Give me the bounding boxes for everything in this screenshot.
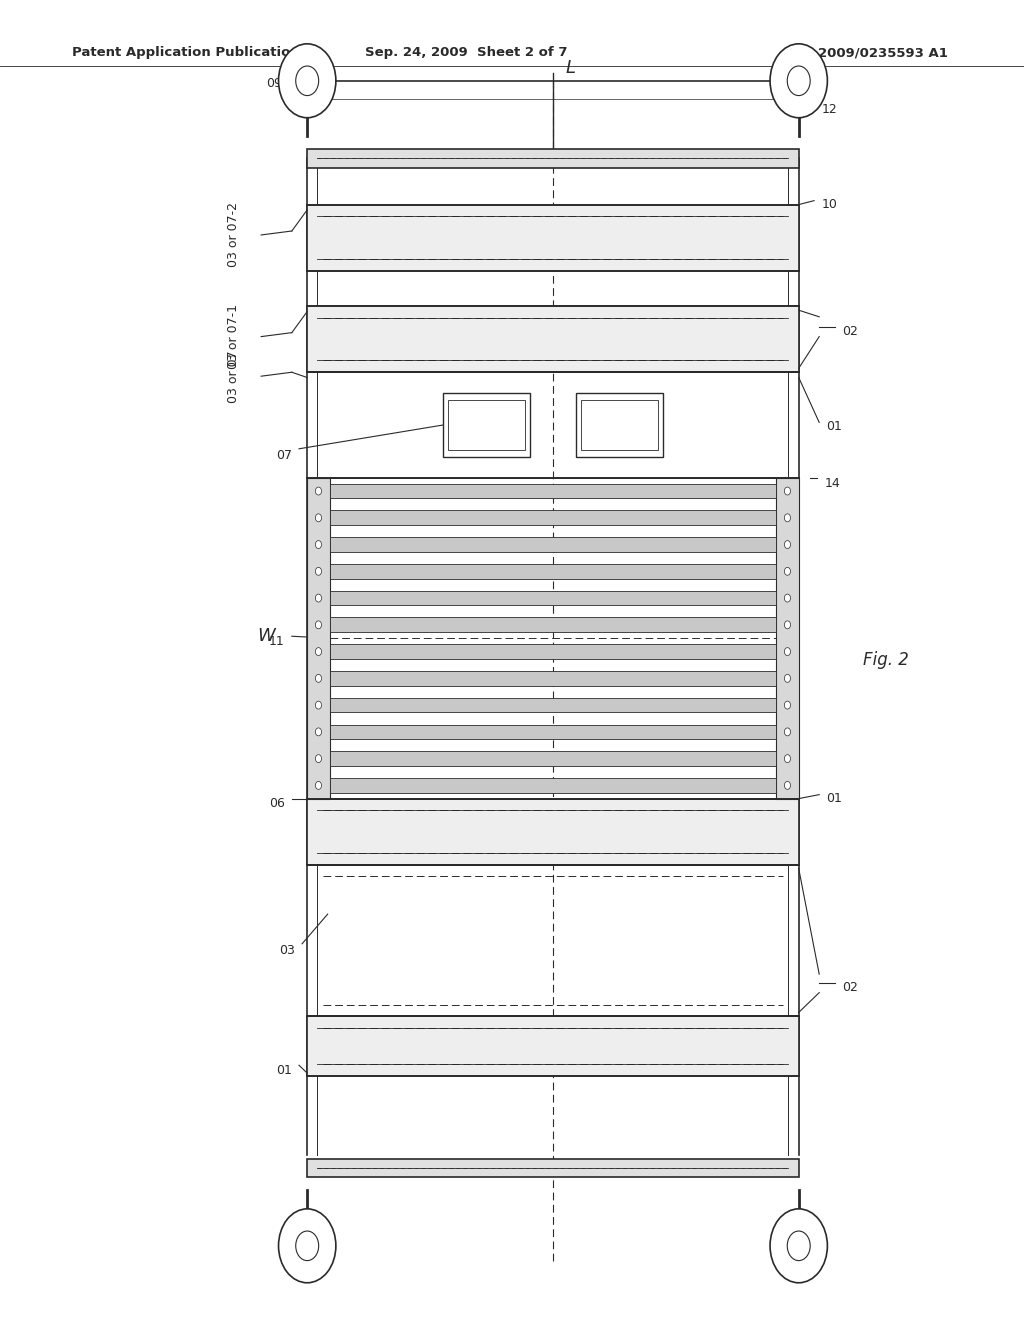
Bar — [307, 306, 799, 372]
Text: 01: 01 — [826, 792, 843, 805]
Bar — [307, 1016, 799, 1076]
Circle shape — [315, 727, 322, 735]
Circle shape — [315, 594, 322, 602]
Circle shape — [784, 648, 791, 656]
Circle shape — [296, 66, 318, 95]
Text: Sep. 24, 2009  Sheet 2 of 7: Sep. 24, 2009 Sheet 2 of 7 — [365, 46, 567, 59]
Bar — [307, 1159, 799, 1177]
Circle shape — [315, 675, 322, 682]
Bar — [330, 725, 776, 739]
Circle shape — [770, 1209, 827, 1283]
Bar — [776, 478, 799, 799]
Circle shape — [315, 487, 322, 495]
Text: 03 or 07-2: 03 or 07-2 — [227, 202, 240, 268]
Bar — [330, 698, 776, 713]
Text: L: L — [565, 58, 575, 77]
Text: 01: 01 — [826, 420, 843, 433]
Circle shape — [784, 594, 791, 602]
Circle shape — [315, 701, 322, 709]
Circle shape — [787, 66, 810, 95]
Bar — [330, 777, 776, 793]
Text: 06: 06 — [268, 797, 285, 810]
Circle shape — [315, 620, 322, 628]
Bar — [330, 644, 776, 659]
Bar — [330, 751, 776, 766]
Circle shape — [315, 513, 322, 521]
Bar — [575, 393, 664, 457]
Circle shape — [296, 1232, 318, 1261]
Text: 11: 11 — [269, 635, 285, 648]
Circle shape — [784, 620, 791, 628]
Text: Patent Application Publication: Patent Application Publication — [72, 46, 299, 59]
Text: 09: 09 — [265, 77, 282, 90]
Circle shape — [784, 541, 791, 549]
Circle shape — [315, 755, 322, 763]
Circle shape — [784, 513, 791, 521]
Circle shape — [315, 648, 322, 656]
Bar — [449, 400, 525, 450]
Bar — [330, 511, 776, 525]
Circle shape — [315, 781, 322, 789]
Text: 01: 01 — [275, 1064, 292, 1077]
Bar — [330, 483, 776, 499]
Circle shape — [784, 675, 791, 682]
Circle shape — [279, 1209, 336, 1283]
Text: 03: 03 — [279, 944, 295, 957]
Text: 03 or 07: 03 or 07 — [227, 350, 240, 403]
Bar — [443, 393, 530, 457]
Circle shape — [279, 44, 336, 117]
Text: 02: 02 — [842, 325, 858, 338]
Text: 14: 14 — [824, 477, 840, 490]
Circle shape — [315, 568, 322, 576]
Bar — [330, 564, 776, 578]
Bar — [582, 400, 658, 450]
Bar — [307, 799, 799, 865]
Text: Fig. 2: Fig. 2 — [863, 651, 908, 669]
Circle shape — [784, 701, 791, 709]
Text: 10: 10 — [821, 198, 838, 211]
Text: 03 or 07-1: 03 or 07-1 — [227, 304, 240, 370]
Bar — [330, 537, 776, 552]
Bar — [330, 618, 776, 632]
Bar — [330, 671, 776, 685]
Circle shape — [787, 1232, 810, 1261]
Circle shape — [784, 781, 791, 789]
Text: W: W — [257, 627, 275, 645]
Circle shape — [784, 727, 791, 735]
Bar — [330, 591, 776, 606]
Circle shape — [784, 487, 791, 495]
Bar — [307, 149, 799, 168]
Circle shape — [315, 541, 322, 549]
Text: 02: 02 — [842, 981, 858, 994]
Text: 12: 12 — [821, 103, 837, 116]
Circle shape — [784, 568, 791, 576]
Circle shape — [784, 755, 791, 763]
Circle shape — [770, 44, 827, 117]
Text: US 2009/0235593 A1: US 2009/0235593 A1 — [793, 46, 948, 59]
Text: 07: 07 — [275, 449, 292, 462]
Bar — [307, 205, 799, 271]
Bar — [307, 478, 330, 799]
